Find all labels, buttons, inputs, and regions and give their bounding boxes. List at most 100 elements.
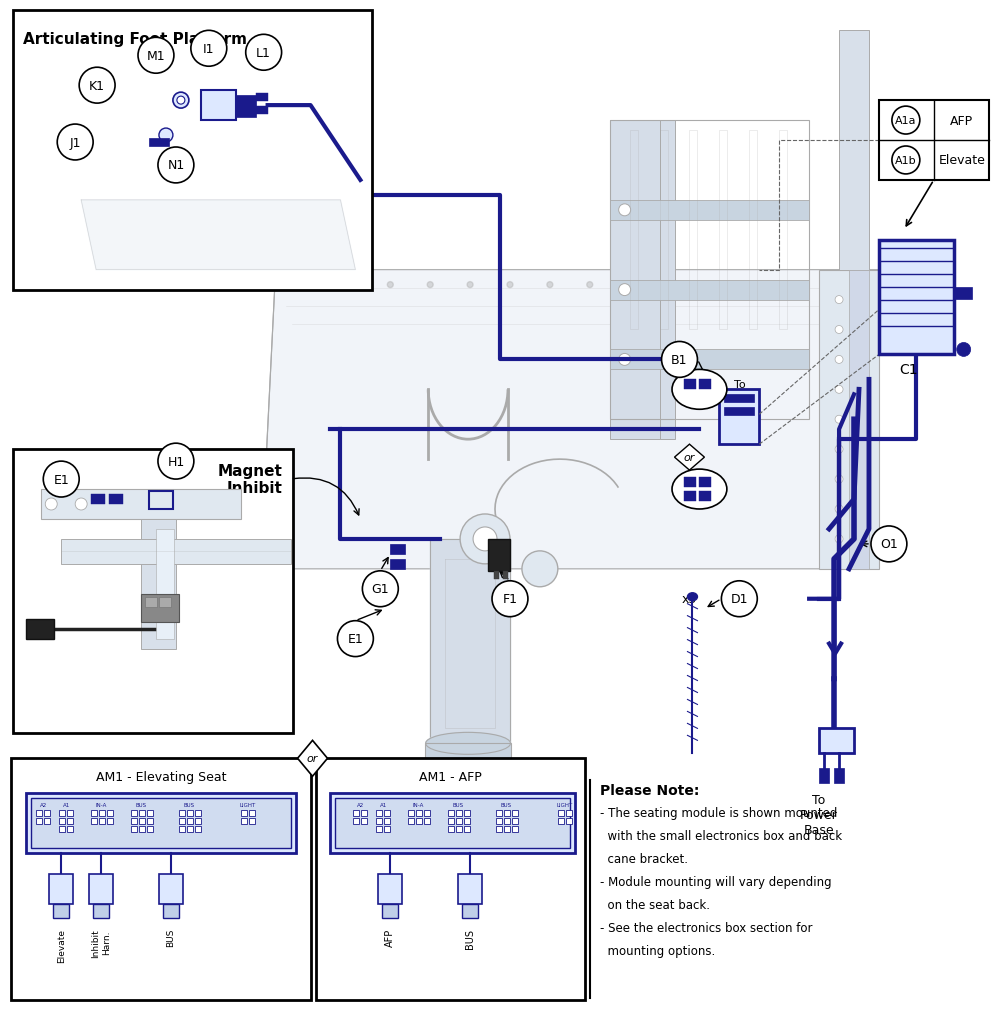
Bar (384, 826, 390, 832)
Circle shape (662, 342, 697, 378)
Bar (416, 811, 422, 816)
Bar (236, 96, 256, 118)
Bar (249, 811, 255, 816)
Circle shape (547, 282, 553, 288)
Bar (11, 758, 311, 1000)
Bar (488, 540, 510, 571)
Bar (145, 598, 157, 608)
Bar (53, 904, 69, 918)
Bar (26, 794, 296, 853)
Circle shape (835, 446, 843, 454)
Text: - See the electronics box section for: - See the electronics box section for (600, 921, 812, 934)
Bar (390, 544, 405, 554)
Bar (41, 489, 241, 520)
Bar (512, 818, 518, 824)
Circle shape (619, 354, 631, 366)
Bar (699, 380, 711, 390)
Circle shape (835, 356, 843, 364)
Text: B1: B1 (671, 354, 688, 367)
Text: Articulating Foot Platform: Articulating Foot Platform (23, 31, 247, 47)
Text: Magnet
Inhibit: Magnet Inhibit (218, 463, 283, 495)
Bar (147, 811, 153, 816)
Bar (89, 875, 113, 904)
Bar (456, 826, 462, 832)
Circle shape (619, 284, 631, 296)
Text: BUS: BUS (500, 803, 512, 808)
Bar (61, 540, 291, 564)
Circle shape (892, 107, 920, 134)
Bar (256, 107, 268, 115)
Bar (44, 811, 50, 816)
Circle shape (79, 68, 115, 104)
Bar (195, 818, 201, 824)
Text: H1: H1 (167, 455, 185, 468)
Text: x5: x5 (682, 592, 697, 606)
Text: or: or (307, 753, 318, 763)
Text: A2: A2 (357, 803, 364, 808)
Bar (660, 121, 675, 440)
Text: BUS: BUS (183, 803, 194, 808)
Bar (456, 818, 462, 824)
Bar (187, 818, 193, 824)
Bar (187, 811, 193, 816)
Text: - Module mounting will vary depending: - Module mounting will vary depending (600, 876, 831, 888)
Bar (879, 241, 954, 355)
Text: A1a: A1a (895, 116, 917, 126)
Bar (91, 494, 105, 504)
Text: G1: G1 (372, 582, 389, 595)
Bar (109, 494, 123, 504)
Text: Elevate: Elevate (57, 928, 66, 961)
Bar (566, 818, 572, 824)
Bar (163, 904, 179, 918)
Circle shape (43, 462, 79, 497)
Text: mounting options.: mounting options. (600, 944, 715, 956)
Circle shape (473, 528, 497, 551)
Bar (724, 407, 754, 416)
Circle shape (746, 282, 752, 288)
Bar (256, 94, 268, 102)
Text: M1: M1 (147, 50, 165, 63)
Bar (699, 491, 711, 501)
Text: with the small electronics box and back: with the small electronics box and back (600, 829, 842, 842)
Circle shape (158, 148, 194, 184)
Text: AM1 - AFP: AM1 - AFP (419, 770, 482, 783)
Circle shape (158, 444, 194, 479)
Bar (36, 811, 42, 816)
Bar (376, 818, 382, 824)
Bar (353, 818, 359, 824)
Bar (512, 826, 518, 832)
Text: BUS: BUS (453, 803, 464, 808)
Circle shape (492, 581, 528, 617)
Circle shape (337, 621, 373, 657)
Text: To: To (812, 794, 826, 807)
Bar (779, 130, 787, 331)
Bar (36, 818, 42, 824)
Bar (91, 811, 97, 816)
Circle shape (460, 515, 510, 564)
Bar (59, 818, 65, 824)
Bar (408, 818, 414, 824)
Bar (424, 811, 430, 816)
Text: BUS: BUS (465, 928, 475, 948)
Text: D1: D1 (731, 592, 748, 606)
Bar (139, 818, 145, 824)
Circle shape (246, 35, 282, 71)
Bar (201, 91, 236, 121)
Bar (361, 818, 367, 824)
Ellipse shape (672, 370, 727, 409)
Bar (131, 811, 137, 816)
Circle shape (835, 327, 843, 335)
Bar (719, 390, 759, 445)
Text: O1: O1 (880, 538, 898, 551)
Bar (566, 811, 572, 816)
Text: J1: J1 (69, 136, 81, 150)
Circle shape (835, 475, 843, 483)
Ellipse shape (426, 813, 510, 834)
Bar (147, 818, 153, 824)
Bar (954, 287, 972, 299)
Text: C1: C1 (900, 363, 918, 377)
Bar (390, 559, 405, 569)
Bar (512, 811, 518, 816)
Bar (496, 818, 502, 824)
Bar (141, 520, 176, 649)
